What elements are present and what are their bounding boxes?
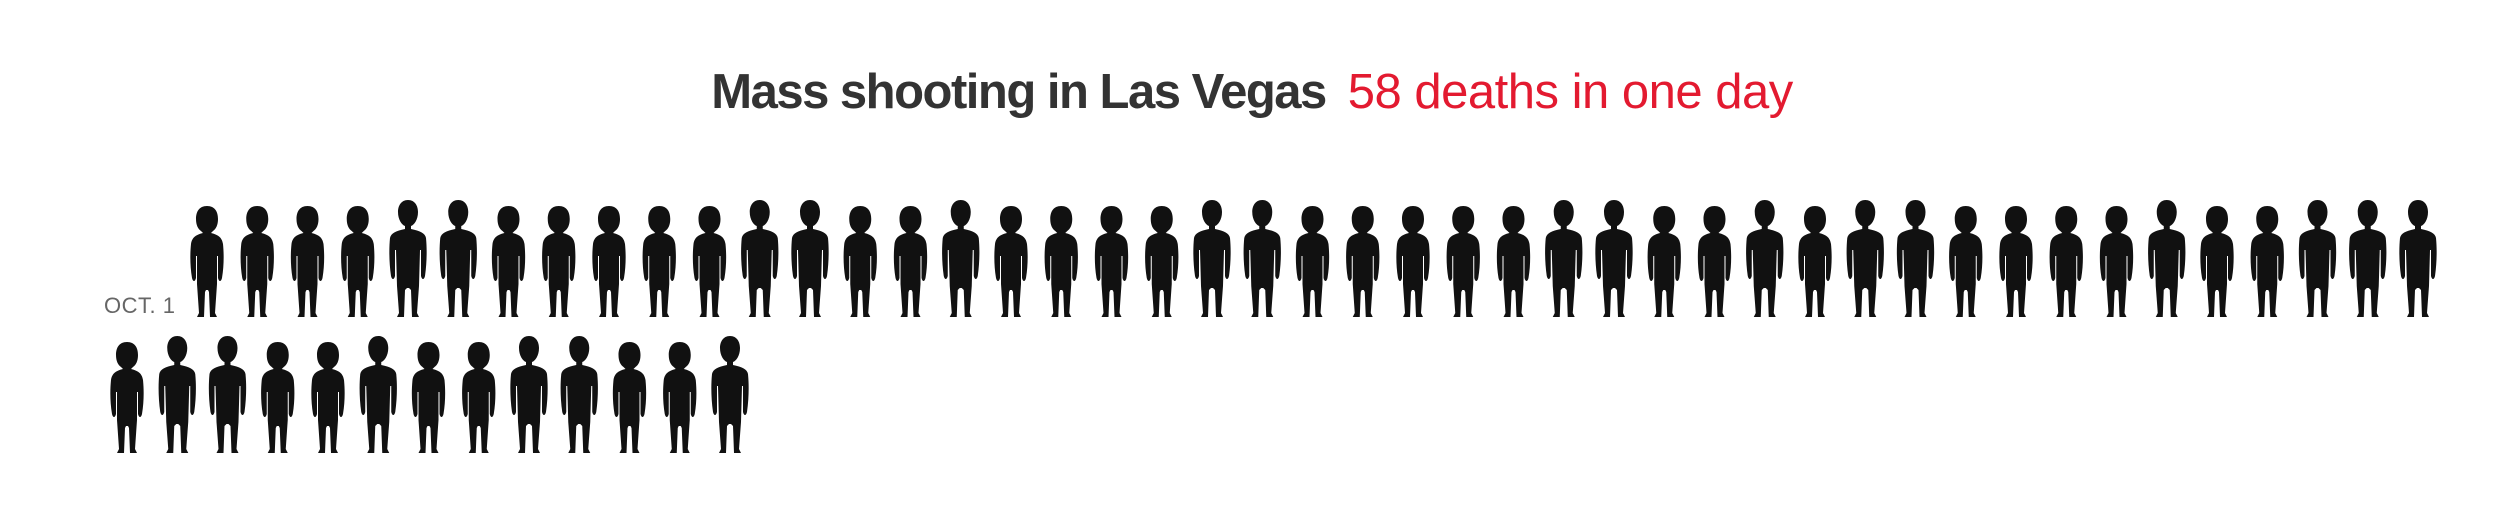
person-silhouette-icon — [411, 342, 446, 453]
person-silhouette-icon — [2099, 206, 2134, 317]
person-silhouette-icon — [2399, 200, 2437, 317]
person-silhouette-icon — [462, 342, 496, 453]
person-silhouette-icon — [510, 336, 548, 453]
person-silhouette-icon — [1949, 206, 1983, 317]
person-silhouette-icon — [190, 206, 224, 317]
person-silhouette-icon — [893, 206, 928, 317]
person-silhouette-icon — [1446, 206, 1480, 317]
date-label-oct-1: OCT. 1 — [104, 293, 176, 318]
person-silhouette-icon — [158, 336, 196, 453]
chart-headline: Mass shooting in Las Vegas 58 deaths in o… — [0, 62, 2504, 134]
person-silhouette-icon — [612, 342, 647, 453]
person-silhouette-icon — [1647, 206, 1681, 317]
person-silhouette-icon — [1044, 206, 1078, 317]
person-silhouette-icon — [1346, 206, 1380, 317]
person-silhouette-icon — [741, 200, 779, 317]
person-silhouette-icon — [542, 206, 576, 317]
person-silhouette-icon — [290, 206, 325, 317]
person-silhouette-icon — [843, 206, 877, 317]
person-silhouette-icon — [2148, 200, 2186, 317]
chart-title: Mass shooting in Las Vegas — [711, 65, 1327, 119]
person-silhouette-icon — [592, 206, 626, 317]
person-silhouette-icon — [791, 200, 829, 317]
person-silhouette-icon — [2250, 206, 2284, 317]
person-silhouette-icon — [942, 200, 980, 317]
person-silhouette-icon — [240, 206, 274, 317]
person-silhouette-icon — [642, 206, 676, 317]
person-silhouette-icon — [1295, 206, 1330, 317]
person-silhouette-icon — [1798, 206, 1832, 317]
person-silhouette-icon — [491, 206, 526, 317]
person-silhouette-icon — [1243, 200, 1281, 317]
person-silhouette-icon — [692, 206, 727, 317]
person-silhouette-icon — [2349, 200, 2387, 317]
person-silhouette-icon — [208, 336, 247, 453]
person-silhouette-icon — [1746, 200, 1784, 317]
person-silhouette-icon — [1896, 200, 1935, 317]
person-silhouette-icon — [1697, 206, 1732, 317]
person-silhouette-icon — [711, 336, 749, 453]
person-silhouette-icon — [110, 342, 144, 453]
person-silhouette-icon — [1193, 200, 1231, 317]
chart-subtitle: 58 deaths in one day — [1347, 65, 1793, 119]
person-silhouette-icon — [1145, 206, 1179, 317]
person-silhouette-icon — [1545, 200, 1583, 317]
person-silhouette-icon — [2200, 206, 2234, 317]
person-silhouette-icon — [2298, 200, 2337, 317]
person-silhouette-icon — [389, 200, 427, 317]
person-silhouette-icon — [1396, 206, 1430, 317]
person-silhouette-icon — [1094, 206, 1129, 317]
person-silhouette-icon — [311, 342, 345, 453]
person-silhouette-icon — [359, 336, 397, 453]
person-silhouette-icon — [1846, 200, 1884, 317]
person-silhouette-icon — [341, 206, 375, 317]
person-silhouette-icon — [560, 336, 598, 453]
person-silhouette-icon — [994, 206, 1028, 317]
person-silhouette-icon — [1595, 200, 1633, 317]
person-silhouette-icon — [261, 342, 295, 453]
person-silhouette-icon — [439, 200, 477, 317]
person-silhouette-icon — [1999, 206, 2033, 317]
person-silhouette-icon — [663, 342, 697, 453]
person-silhouette-icon — [2049, 206, 2083, 317]
person-silhouette-icon — [1496, 206, 1531, 317]
